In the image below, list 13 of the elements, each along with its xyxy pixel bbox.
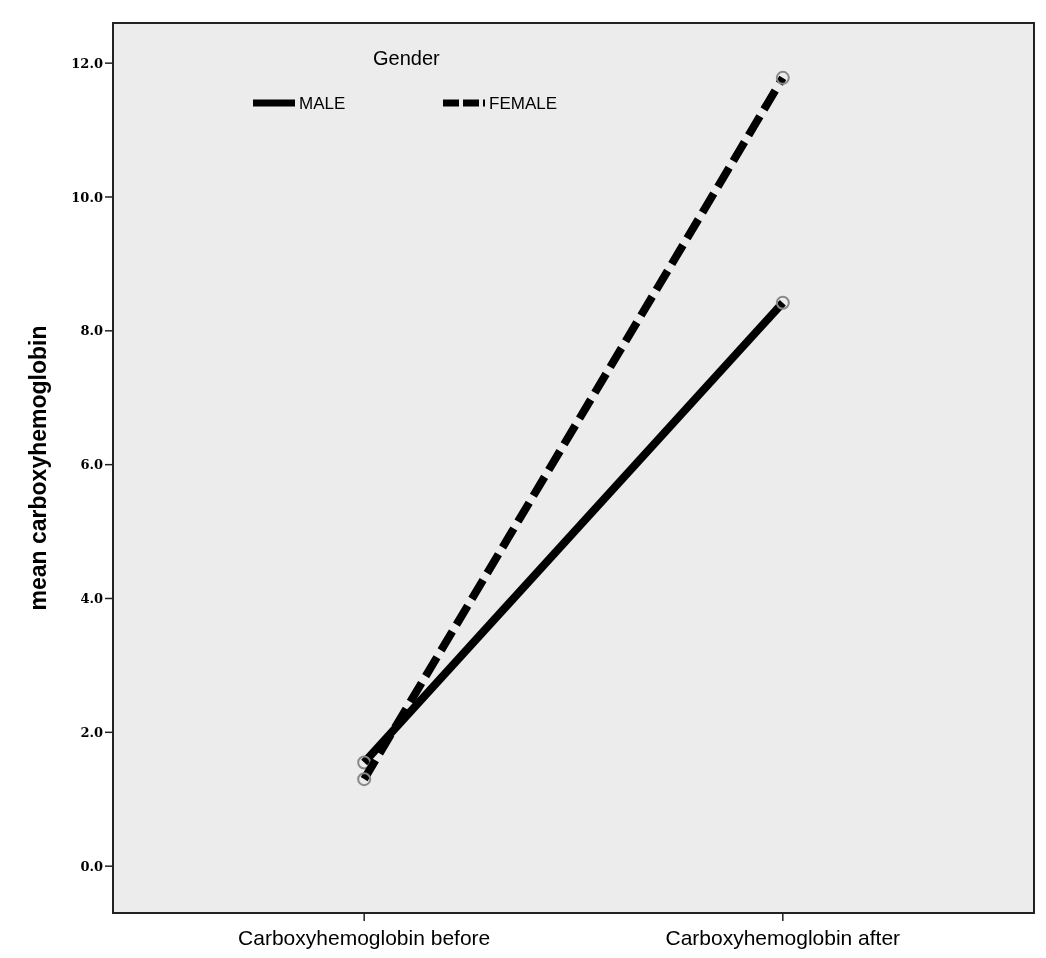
x-tick-label: Carboxyhemoglobin before	[238, 926, 491, 949]
y-axis-title: mean carboxyhemoglobin	[25, 325, 51, 611]
legend-title: Gender	[373, 47, 441, 69]
y-tick-label: 8.0	[80, 323, 103, 339]
y-tick-label: 6.0	[80, 457, 103, 473]
y-tick-label: 12.0	[71, 55, 103, 71]
x-tick-label: Carboxyhemoglobin after	[665, 926, 901, 949]
y-tick-label: 10.0	[71, 189, 103, 205]
y-tick-label: 0.0	[80, 858, 103, 874]
legend-label: FEMALE	[489, 93, 558, 113]
y-tick-label: 4.0	[80, 591, 103, 607]
legend-label: MALE	[299, 93, 346, 113]
y-tick-label: 2.0	[80, 724, 103, 740]
